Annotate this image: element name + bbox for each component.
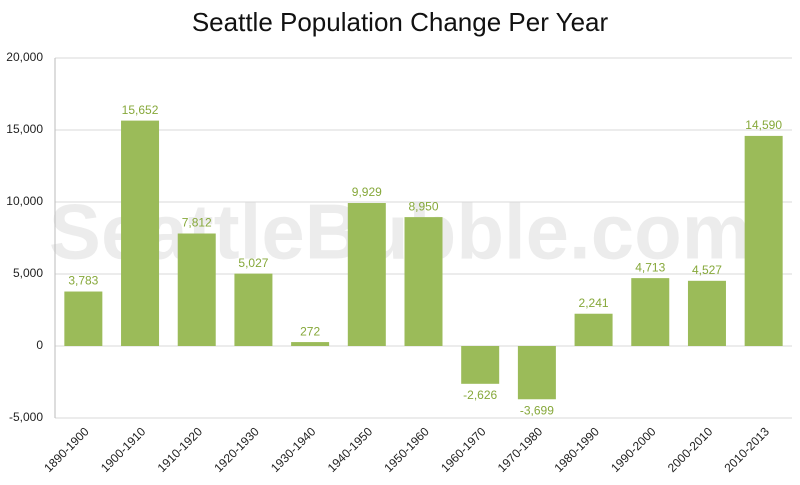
y-tick-label: 10,000 (6, 194, 43, 208)
y-tick-label: 20,000 (6, 50, 43, 64)
x-tick-label: 1980-1990 (551, 424, 602, 475)
value-label: 4,527 (692, 263, 722, 277)
x-tick-label: 1890-1900 (41, 424, 92, 475)
value-label: 15,652 (122, 103, 159, 117)
value-label: 5,027 (238, 256, 268, 270)
bar (404, 217, 443, 346)
y-tick-label: -5,000 (9, 410, 43, 424)
bar (234, 273, 273, 346)
value-label: -3,699 (520, 403, 554, 417)
chart-title: Seattle Population Change Per Year (192, 7, 609, 37)
x-tick-label: 1990-2000 (608, 424, 659, 475)
x-tick-label: 1900-1910 (98, 424, 149, 475)
x-tick-label: 2000-2010 (665, 424, 716, 475)
x-tick-label: 1910-1920 (155, 424, 206, 475)
y-tick-label: 5,000 (13, 266, 43, 280)
bar (744, 135, 783, 346)
x-tick-label: 1920-1930 (211, 424, 262, 475)
x-tick-label: 1950-1960 (381, 424, 432, 475)
value-label: -2,626 (463, 388, 497, 402)
bar (517, 346, 556, 400)
bar (574, 313, 613, 346)
bar (687, 280, 726, 346)
bar (461, 346, 500, 384)
bar (291, 342, 330, 346)
y-tick-label: 0 (36, 338, 43, 352)
bar (64, 291, 103, 346)
bar (347, 203, 386, 346)
value-label: 14,590 (745, 118, 782, 132)
bar (121, 120, 160, 346)
x-tick-label: 2010-2013 (722, 424, 773, 475)
value-label: 3,783 (68, 274, 98, 288)
value-label: 8,950 (408, 199, 438, 213)
value-label: 9,929 (352, 185, 382, 199)
bar (631, 278, 670, 346)
x-tick-label: 1970-1980 (495, 424, 546, 475)
x-tick-label: 1940-1950 (325, 424, 376, 475)
value-label: 272 (300, 324, 320, 338)
bar (177, 233, 216, 346)
value-label: 2,241 (579, 296, 609, 310)
value-label: 4,713 (635, 260, 665, 274)
y-tick-label: 15,000 (6, 122, 43, 136)
value-label: 7,812 (182, 216, 212, 230)
x-tick-label: 1960-1970 (438, 424, 489, 475)
x-tick-label: 1930-1940 (268, 424, 319, 475)
